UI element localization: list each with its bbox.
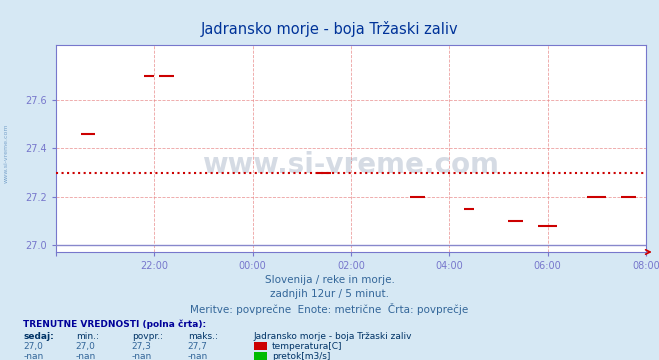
Text: Jadransko morje - boja Tržaski zaliv: Jadransko morje - boja Tržaski zaliv <box>201 21 458 37</box>
Text: 27,0: 27,0 <box>23 342 43 351</box>
Text: zadnjih 12ur / 5 minut.: zadnjih 12ur / 5 minut. <box>270 289 389 300</box>
Text: 27,3: 27,3 <box>132 342 152 351</box>
Text: 27,0: 27,0 <box>76 342 96 351</box>
Text: Meritve: povprečne  Enote: metrične  Črta: povprečje: Meritve: povprečne Enote: metrične Črta:… <box>190 303 469 315</box>
Text: www.si-vreme.com: www.si-vreme.com <box>202 151 500 179</box>
Text: pretok[m3/s]: pretok[m3/s] <box>272 352 331 360</box>
Text: www.si-vreme.com: www.si-vreme.com <box>4 123 9 183</box>
Text: povpr.:: povpr.: <box>132 332 163 341</box>
Text: TRENUTNE VREDNOSTI (polna črta):: TRENUTNE VREDNOSTI (polna črta): <box>23 320 206 329</box>
Text: Slovenija / reke in morje.: Slovenija / reke in morje. <box>264 275 395 285</box>
Text: Jadransko morje - boja Tržaski zaliv: Jadransko morje - boja Tržaski zaliv <box>254 332 413 341</box>
Text: temperatura[C]: temperatura[C] <box>272 342 343 351</box>
Text: min.:: min.: <box>76 332 99 341</box>
Text: sedaj:: sedaj: <box>23 332 54 341</box>
Text: -nan: -nan <box>188 352 208 360</box>
Text: 27,7: 27,7 <box>188 342 208 351</box>
Text: -nan: -nan <box>76 352 96 360</box>
Text: -nan: -nan <box>23 352 43 360</box>
Text: -nan: -nan <box>132 352 152 360</box>
Text: maks.:: maks.: <box>188 332 217 341</box>
